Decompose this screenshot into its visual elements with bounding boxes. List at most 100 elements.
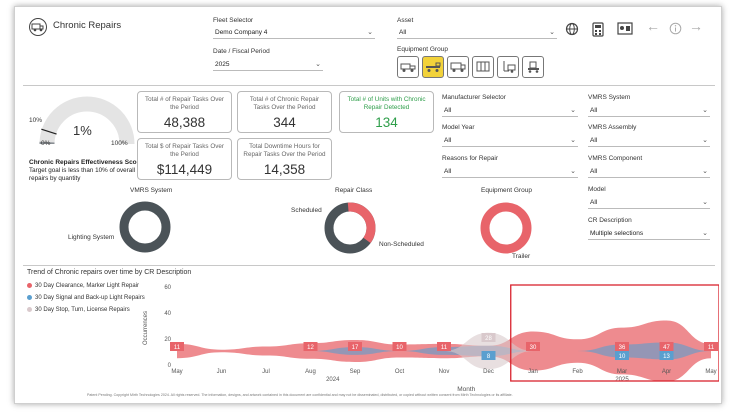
legend-label: 30 Day Stop, Turn, License Repairs [35, 307, 130, 314]
chevron-down-icon: ⌄ [702, 230, 708, 237]
x-tick-label: Oct [395, 369, 405, 375]
kpi-value: 134 [375, 115, 398, 130]
legend-dot [27, 283, 32, 288]
gauge-target-label: 10% [29, 117, 43, 124]
kpi-card-repair-dollars: Total $ of Repair Tasks Over the Period … [137, 138, 232, 180]
chevron-down-icon: ⌄ [702, 199, 708, 206]
kpi-value: 48,388 [163, 115, 206, 130]
date-value: 2025 [215, 61, 230, 68]
globe-icon[interactable] [565, 22, 579, 41]
repair-class-title: Repair Class [335, 187, 373, 194]
legend-item-signal[interactable]: 30 Day Signal and Back-up Light Repairs [27, 295, 145, 301]
repair-class-label-a: Scheduled [291, 207, 322, 214]
vmrs-system-dropdown[interactable]: All ⌄ [588, 105, 710, 117]
effectiveness-gauge [39, 96, 135, 145]
gauge-title: Chronic Repairs Effectiveness Score [29, 159, 143, 166]
y-tick-label: 60 [164, 285, 171, 291]
data-label: 10 [396, 345, 403, 351]
gauge-value: 1% [73, 123, 92, 138]
vmrs-donut-label: Lighting System [68, 234, 115, 241]
back-arrow-icon[interactable]: ← [646, 18, 660, 34]
data-label: 8 [487, 354, 491, 360]
equipment-group-label: Equipment Group [397, 46, 448, 53]
year-label: 2025 [615, 377, 629, 383]
asset-dropdown[interactable]: All ⌄ [397, 27, 557, 39]
forklift-icon[interactable] [497, 56, 519, 78]
repair-class-label-b: Non-Scheduled [379, 241, 424, 248]
x-tick-label: Nov [439, 369, 450, 375]
gauge-max-label: 100% [111, 140, 128, 147]
data-label-box [659, 351, 674, 360]
model-value: All [590, 199, 598, 206]
data-label: 30 [530, 345, 537, 351]
legend-item-stop-turn[interactable]: 30 Day Stop, Turn, License Repairs [27, 307, 130, 313]
chevron-down-icon: ⌄ [702, 107, 708, 114]
data-label: 17 [352, 345, 359, 351]
x-tick-label: Jul [262, 369, 270, 375]
y-tick-label: 20 [164, 337, 171, 343]
box-truck-icon[interactable] [447, 56, 469, 78]
cr-description-dropdown[interactable]: Multiple selections ⌄ [588, 228, 710, 240]
legend-label: 30 Day Clearance, Marker Light Repair [35, 283, 140, 290]
cr-description-label: CR Description [588, 217, 632, 224]
trailer-icon[interactable] [472, 56, 494, 78]
vmrs-donut-title: VMRS System [130, 187, 173, 194]
app-logo-icon [29, 18, 47, 36]
manufacturer-label: Manufacturer Selector [442, 94, 506, 101]
kpi-card-downtime-hours: Total Downtime Hours for Repair Tasks Ov… [237, 138, 332, 180]
equipment-donut-title: Equipment Group [481, 187, 532, 194]
vmrs-system-label: VMRS System [588, 94, 631, 101]
flatbed-truck-icon[interactable] [422, 56, 444, 78]
date-dropdown[interactable]: 2025 ⌄ [213, 59, 323, 71]
manufacturer-value: All [444, 107, 452, 114]
chevron-down-icon: ⌄ [570, 107, 576, 114]
vmrs-system-value: All [590, 107, 598, 114]
dashboard-frame: Chronic Repairs Fleet Selector Demo Comp… [14, 6, 722, 404]
chevron-down-icon: ⌄ [702, 168, 708, 175]
x-tick-label: Feb [572, 369, 583, 375]
kpi-value: 344 [273, 115, 296, 130]
chevron-down-icon: ⌄ [549, 29, 555, 36]
data-label-box [392, 342, 407, 351]
data-label-box [437, 342, 451, 351]
fleet-selector-dropdown[interactable]: Demo Company 4 ⌄ [213, 27, 375, 39]
report-screen-icon[interactable] [617, 22, 633, 41]
x-tick-label: May [171, 369, 182, 375]
cr-description-value: Multiple selections [590, 230, 644, 237]
legend-item-clearance[interactable]: 30 Day Clearance, Marker Light Repair [27, 283, 139, 289]
calculator-icon[interactable] [592, 22, 604, 42]
reasons-dropdown[interactable]: All ⌄ [442, 166, 578, 178]
x-tick-label: Aug [305, 369, 316, 375]
x-tick-label: Sep [350, 369, 361, 375]
model-year-dropdown[interactable]: All ⌄ [442, 135, 578, 147]
data-label-box [348, 342, 362, 351]
chevron-down-icon: ⌄ [367, 29, 373, 36]
loader-icon[interactable] [522, 56, 544, 78]
forward-arrow-icon[interactable]: → [689, 18, 703, 34]
x-tick-label: Jun [217, 369, 227, 375]
chevron-down-icon: ⌄ [570, 137, 576, 144]
vmrs-component-dropdown[interactable]: All ⌄ [588, 166, 710, 178]
vmrs-assembly-dropdown[interactable]: All ⌄ [588, 135, 710, 147]
fleet-selector-label: Fleet Selector [213, 17, 254, 24]
asset-label: Asset [397, 17, 414, 24]
manufacturer-dropdown[interactable]: All ⌄ [442, 105, 578, 117]
vmrs-system-donut [119, 201, 171, 253]
kpi-value: 14,358 [263, 162, 306, 177]
kpi-card-chronic-tasks: Total # of Chronic Repair Tasks Over the… [237, 91, 332, 133]
page-title: Chronic Repairs [53, 20, 122, 31]
reasons-value: All [444, 168, 452, 175]
data-label: 13 [663, 354, 670, 360]
legend-dot [27, 295, 32, 300]
gauge-min-label: 0% [41, 140, 51, 147]
vmrs-assembly-label: VMRS Assembly [588, 124, 637, 131]
data-label-box [170, 342, 184, 351]
info-icon[interactable] [669, 22, 682, 40]
tow-truck-icon[interactable] [397, 56, 419, 78]
footer-text: Patent Pending. Copyright Mirth Technolo… [87, 393, 513, 397]
data-label: 28 [485, 336, 492, 342]
x-tick-label: Mar [617, 369, 627, 375]
model-year-value: All [444, 137, 452, 144]
data-label: 11 [441, 345, 448, 351]
model-dropdown[interactable]: All ⌄ [588, 197, 710, 209]
